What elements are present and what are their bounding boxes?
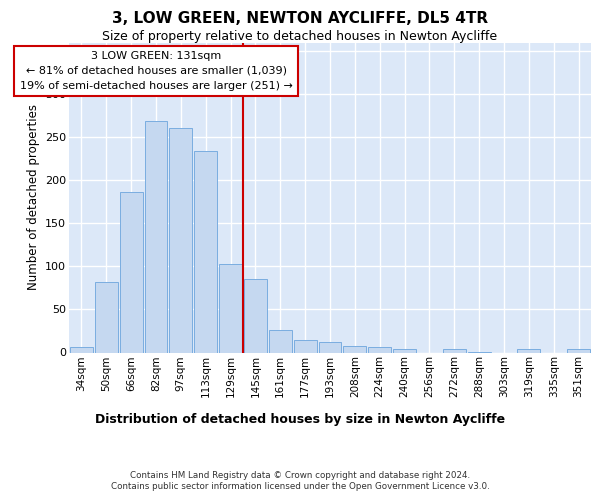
Bar [567, 349, 590, 352]
Text: Size of property relative to detached houses in Newton Aycliffe: Size of property relative to detached ho… [103, 30, 497, 43]
Bar [343, 346, 366, 352]
Bar [70, 348, 93, 352]
Bar [393, 349, 416, 352]
Bar [169, 128, 192, 352]
Bar [120, 192, 143, 352]
Bar [95, 282, 118, 352]
Bar [368, 348, 391, 352]
Bar [219, 264, 242, 352]
Y-axis label: Number of detached properties: Number of detached properties [26, 104, 40, 290]
Bar [443, 349, 466, 352]
Bar [517, 349, 540, 352]
Bar [244, 280, 267, 352]
Text: Contains HM Land Registry data © Crown copyright and database right 2024.: Contains HM Land Registry data © Crown c… [130, 471, 470, 480]
Text: 3 LOW GREEN: 131sqm
← 81% of detached houses are smaller (1,039)
19% of semi-det: 3 LOW GREEN: 131sqm ← 81% of detached ho… [20, 51, 292, 90]
Bar [269, 330, 292, 352]
Bar [319, 342, 341, 352]
Bar [145, 121, 167, 352]
Text: Distribution of detached houses by size in Newton Aycliffe: Distribution of detached houses by size … [95, 413, 505, 426]
Bar [194, 151, 217, 352]
Text: Contains public sector information licensed under the Open Government Licence v3: Contains public sector information licen… [110, 482, 490, 491]
Text: 3, LOW GREEN, NEWTON AYCLIFFE, DL5 4TR: 3, LOW GREEN, NEWTON AYCLIFFE, DL5 4TR [112, 11, 488, 26]
Bar [294, 340, 317, 352]
